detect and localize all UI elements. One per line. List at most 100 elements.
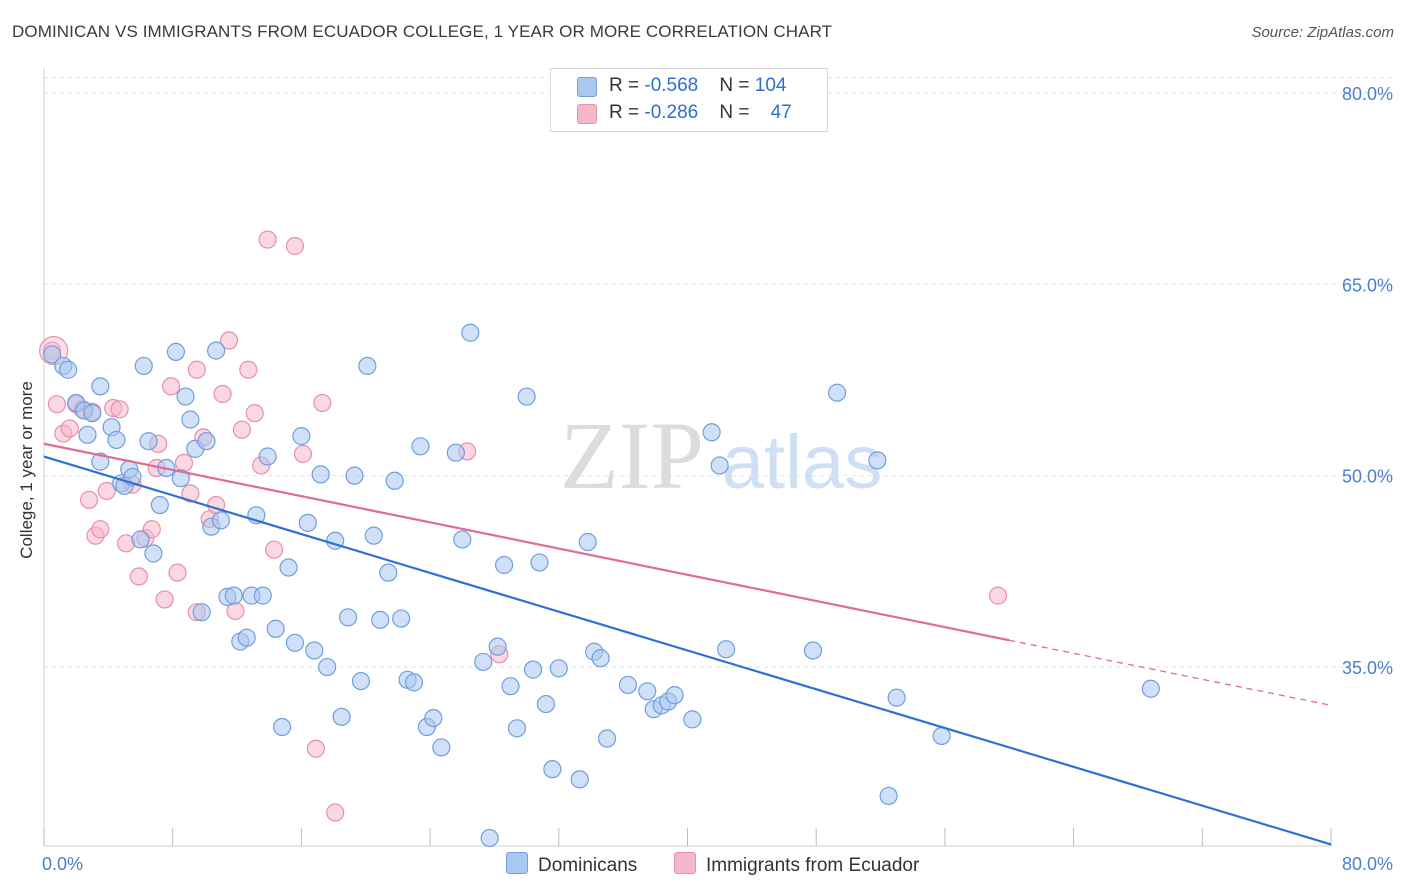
data-point (306, 739, 325, 758)
data-point (83, 404, 102, 423)
data-point (187, 360, 206, 379)
legend-r-label: R = (609, 102, 645, 123)
data-point (868, 451, 887, 470)
y-tick-label: 35.0% (1342, 658, 1393, 678)
bottom-legend-label: Dominicans (538, 855, 638, 876)
data-point (424, 708, 443, 728)
x-tick-label: 80.0% (1342, 854, 1393, 874)
data-point (371, 610, 390, 629)
data-point (78, 425, 97, 444)
y-tick-label: 80.0% (1342, 84, 1393, 104)
data-point (258, 447, 277, 466)
data-point (144, 544, 163, 563)
data-point (258, 230, 277, 249)
data-point (285, 633, 305, 652)
data-point (665, 686, 684, 705)
data-point (207, 341, 226, 360)
data-point (453, 530, 472, 549)
legend-r-label: R = (609, 75, 645, 96)
data-point (174, 453, 194, 472)
data-point (501, 677, 520, 696)
legend-n-value: 104 (754, 75, 787, 96)
data-point (549, 659, 568, 678)
data-point (432, 738, 451, 757)
data-point (232, 420, 251, 439)
data-point (110, 400, 129, 419)
data-point (523, 660, 543, 679)
trend-line-dominicans (43, 455, 1332, 846)
data-point (97, 481, 116, 501)
data-point (411, 437, 430, 456)
trend-line-ecuador (43, 442, 1010, 642)
data-point (211, 511, 231, 530)
data-point (91, 377, 110, 396)
source-label: Source: ZipAtlas.com (1251, 24, 1394, 41)
data-point (213, 384, 232, 404)
data-point (597, 729, 617, 748)
legend-n-label: N = (719, 75, 755, 96)
data-point (313, 393, 332, 413)
data-point (358, 356, 377, 376)
data-point (474, 652, 493, 672)
legend-swatch-pink (577, 104, 597, 124)
y-tick-label: 50.0% (1342, 467, 1393, 487)
data-point (543, 760, 562, 779)
data-point (59, 360, 78, 379)
data-point (683, 710, 702, 729)
data-point (480, 828, 499, 848)
data-point (245, 404, 264, 423)
data-point (142, 520, 161, 539)
data-point (181, 484, 200, 503)
data-point (192, 603, 211, 622)
data-point (47, 395, 66, 414)
data-point (91, 452, 110, 471)
data-point (803, 641, 823, 660)
legend-r-value: -0.568 (644, 75, 699, 96)
data-point (266, 619, 285, 638)
data-point (702, 423, 721, 442)
data-point (318, 657, 337, 677)
bottom-legend-dominicans: Dominicans (506, 852, 637, 877)
data-point (461, 323, 480, 342)
data-point (155, 590, 174, 609)
data-point (536, 694, 556, 714)
y-axis-label: College, 1 year or more (17, 381, 36, 559)
legend-n-value: 47 (770, 102, 792, 123)
watermark-atlas: atlas (722, 420, 883, 505)
legend: R = -0.568 N = 104 R = -0.286 N = 47 (550, 68, 828, 132)
data-point (293, 444, 313, 464)
data-point (530, 553, 549, 572)
series-dominicans-points (42, 323, 1160, 848)
data-point (237, 628, 256, 647)
data-point (507, 719, 527, 738)
data-point (879, 786, 898, 806)
data-point (517, 387, 536, 406)
bottom-legend-swatch-blue (506, 852, 528, 874)
data-point (351, 671, 371, 691)
legend-swatch-blue (577, 77, 597, 97)
data-point (279, 558, 298, 577)
data-point (338, 608, 358, 627)
data-point (828, 383, 847, 402)
data-point (570, 770, 589, 789)
data-point (60, 419, 79, 438)
data-point (129, 567, 149, 586)
data-point (326, 803, 345, 822)
data-point (311, 465, 330, 484)
data-point (197, 432, 216, 451)
data-point (292, 427, 311, 446)
data-point (638, 682, 657, 701)
data-point (305, 641, 324, 660)
bottom-legend-label: Immigrants from Ecuador (706, 855, 920, 876)
data-point (42, 345, 62, 364)
data-point (404, 673, 424, 692)
trend-line-ecuador-projection (1009, 639, 1332, 706)
data-point (332, 707, 351, 726)
data-point (264, 540, 284, 559)
data-point (91, 520, 110, 539)
data-point (253, 586, 272, 605)
chart-title: DOMINICAN VS IMMIGRANTS FROM ECUADOR COL… (12, 22, 833, 41)
bottom-legend-swatch-pink (674, 852, 696, 874)
data-point (285, 236, 305, 256)
